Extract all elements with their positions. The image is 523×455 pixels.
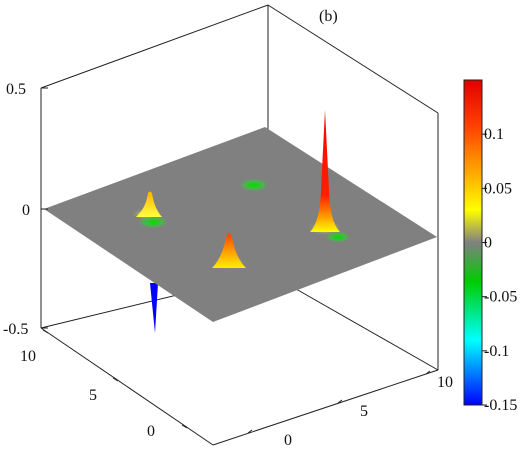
y-axis: 10 5 0 <box>20 329 188 440</box>
y-tick-label-5: 5 <box>89 387 97 404</box>
x-tick-5 <box>337 399 343 404</box>
x-tick-label-5: 5 <box>360 403 368 420</box>
x-tick-label-0: 0 <box>284 432 292 449</box>
x-tick-label-10: 10 <box>437 374 453 391</box>
x-axis: 0 5 10 <box>247 370 453 449</box>
peak-tall <box>310 110 340 232</box>
z-tick-label-bottom: -0.5 <box>3 321 28 338</box>
x-tick-10 <box>425 370 431 375</box>
colorbar: 0.1 0.05 0 -0.05 -0.1 -0.15 <box>463 79 517 414</box>
colorbar-tick-label: -0.1 <box>484 343 509 360</box>
colorbar-tick-label: -0.15 <box>484 397 517 414</box>
well-green-top <box>238 178 270 192</box>
peak-mid <box>212 233 246 268</box>
y-tick-5 <box>112 377 119 382</box>
box-edge-front-right <box>212 369 439 446</box>
box-edge-back-top-left <box>40 4 269 89</box>
x-tick-0 <box>247 429 253 434</box>
y-tick-10 <box>42 329 49 334</box>
z-tick-label-top: 0.5 <box>6 81 26 98</box>
box-edge-front-left <box>40 327 214 446</box>
box-edge-back-top-right <box>267 4 439 114</box>
colorbar-ticks: 0.1 0.05 0 -0.05 -0.1 -0.15 <box>482 126 517 414</box>
colorbar-gradient <box>463 79 483 406</box>
colorbar-tick-label: 0 <box>484 235 492 252</box>
peak-left <box>136 191 162 217</box>
colorbar-tick-label: 0.1 <box>484 126 504 143</box>
y-tick-label-0: 0 <box>147 423 155 440</box>
z-tick-label-mid: 0 <box>22 202 30 219</box>
y-tick-0 <box>181 424 188 429</box>
colorbar-tick-label: 0.05 <box>484 180 512 197</box>
colorbar-tick-label: -0.05 <box>484 289 517 306</box>
y-tick-label-10: 10 <box>20 348 36 365</box>
panel-label: (b) <box>319 8 338 25</box>
dip-blue <box>150 283 158 333</box>
surface-plane <box>44 127 437 322</box>
axes-front <box>40 327 439 446</box>
z-axis: 0.5 0 -0.5 <box>3 81 48 338</box>
